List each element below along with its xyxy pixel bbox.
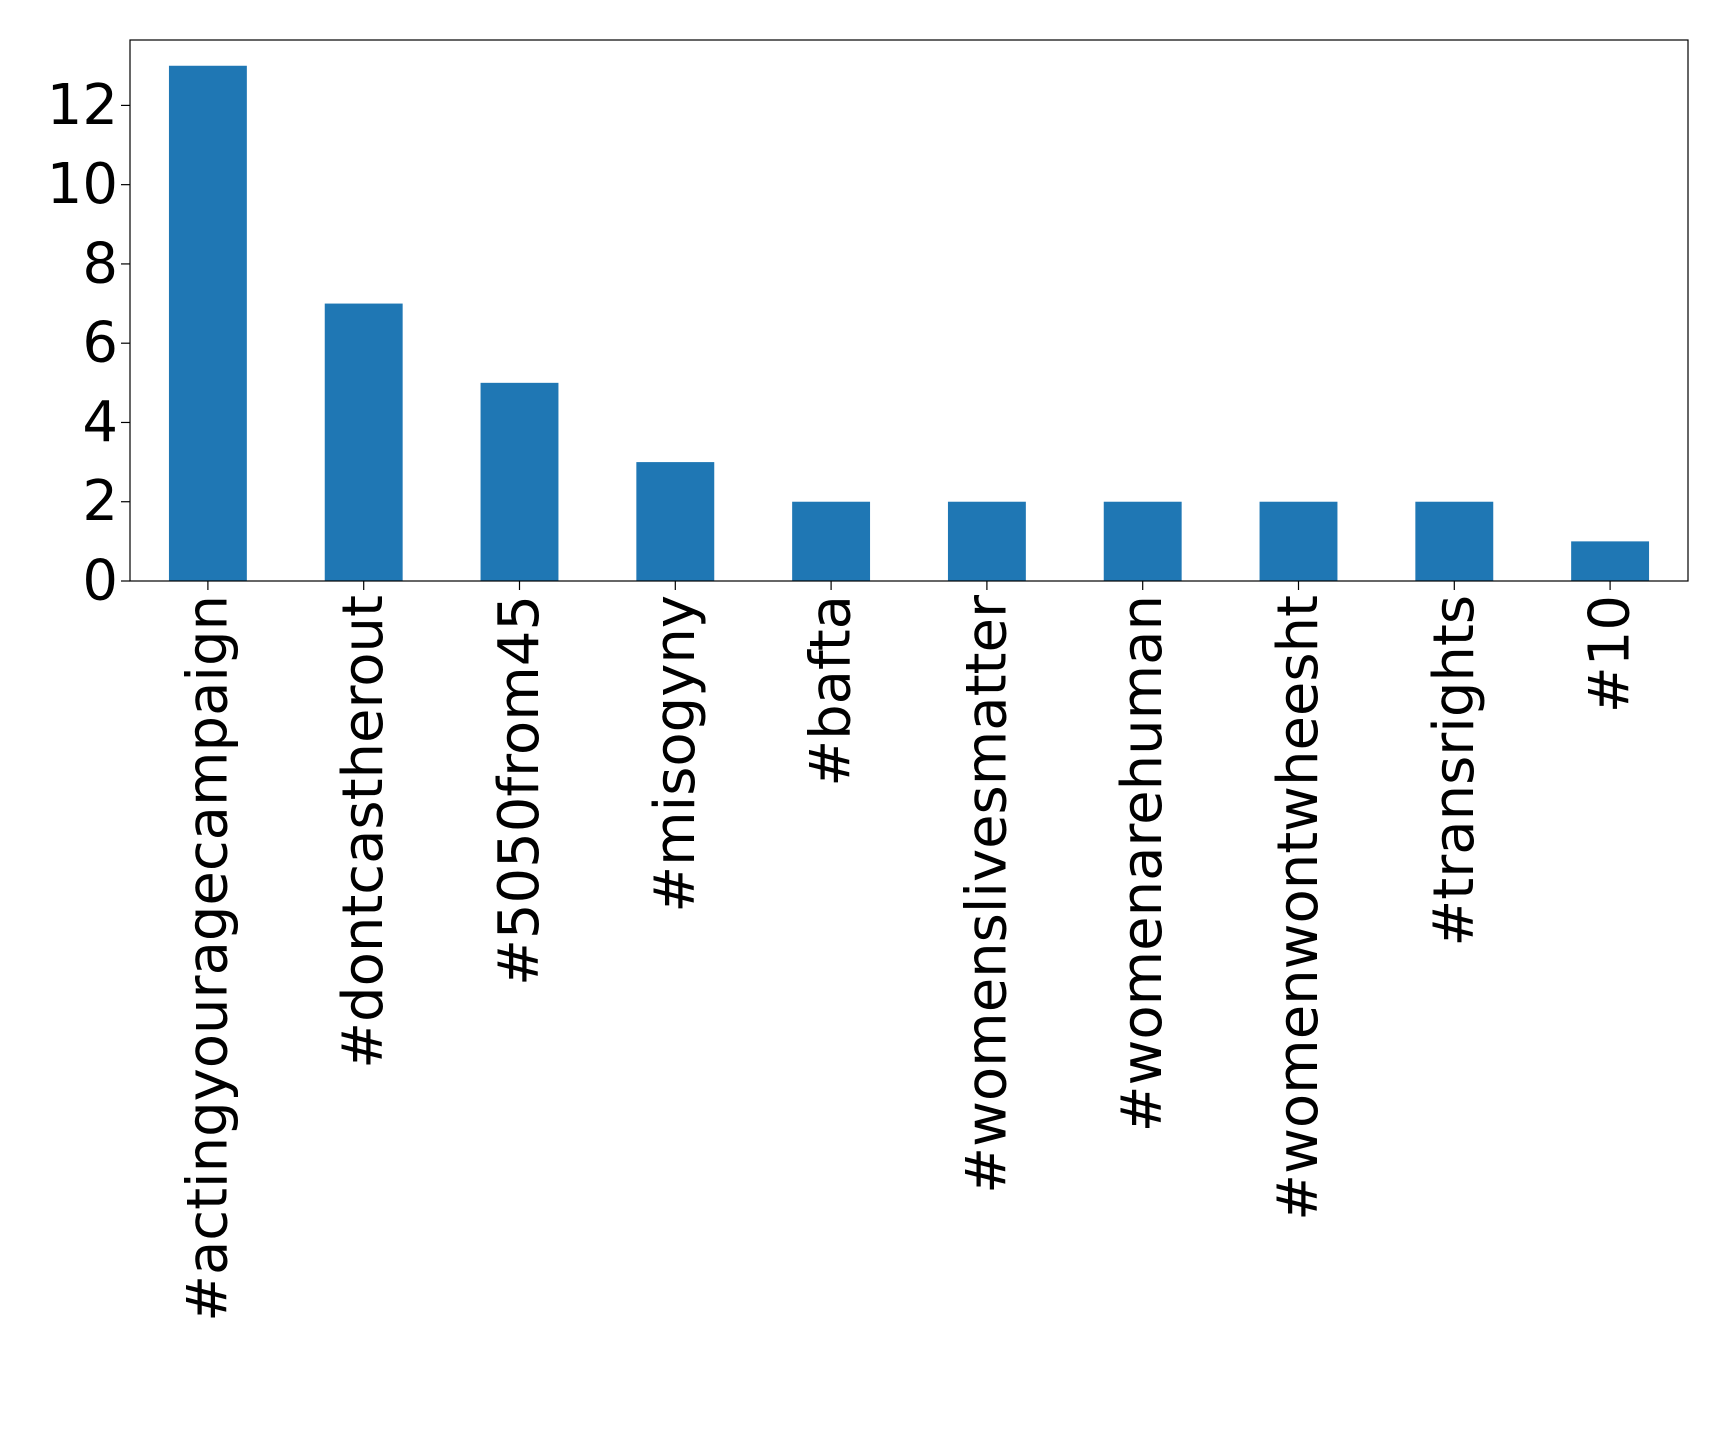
bars-layer: [168, 65, 1650, 581]
bar-3: [636, 462, 715, 581]
bar-1: [324, 303, 403, 581]
x-tick-label-2: #5050from45: [487, 595, 552, 986]
y-tick-label-5: 10: [47, 152, 118, 217]
bar-0: [168, 65, 247, 581]
y-tick-label-4: 8: [82, 231, 118, 296]
bar-5: [947, 501, 1026, 581]
y-tick-label-6: 12: [47, 73, 118, 138]
y-tick-label-1: 2: [82, 469, 118, 534]
x-axis-ticks: #actingyouragecampaign #dontcastherout #50…: [175, 581, 1643, 1322]
bar-6: [1103, 501, 1182, 581]
plot-frame: [129, 39, 1689, 582]
y-tick-label-0: 0: [82, 549, 118, 614]
bar-4: [792, 501, 871, 581]
x-tick-label-3: #misogyny: [643, 595, 708, 913]
x-tick-label-8: #transrights: [1422, 595, 1487, 947]
y-tick-label-3: 6: [82, 311, 118, 376]
x-tick-label-0: #actingyouragecampaign: [175, 595, 240, 1322]
bar-8: [1415, 501, 1494, 581]
y-tick-label-2: 4: [82, 390, 118, 455]
x-tick-label-5: #womenslivesmatter: [954, 594, 1019, 1194]
bar-2: [480, 382, 559, 581]
axes-layer: [129, 39, 1689, 582]
bar-9: [1571, 541, 1650, 581]
x-tick-label-4: #bafta: [799, 595, 864, 787]
x-tick-label-1: #dontcastherout: [331, 595, 396, 1069]
bar-7: [1259, 501, 1338, 581]
x-tick-label-6: #womenarehuman: [1110, 595, 1175, 1132]
x-tick-label-7: #womenwontwheesht: [1266, 595, 1331, 1221]
x-tick-label-9: #10: [1578, 595, 1643, 713]
y-axis-ticks: 0 2 4 6 8 10 12: [47, 73, 130, 614]
